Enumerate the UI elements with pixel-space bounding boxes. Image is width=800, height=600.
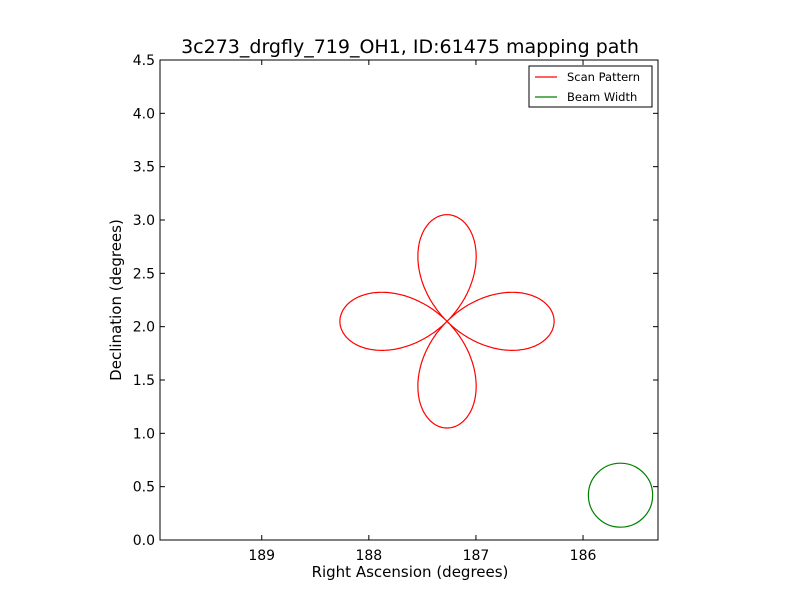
y-tick-label: 3.0 <box>133 213 155 229</box>
legend-label-beam-width: Beam Width <box>567 90 637 104</box>
x-axis-label: Right Ascension (degrees) <box>312 563 509 581</box>
x-tick-label: 186 <box>570 548 597 564</box>
y-tick-label: 2.0 <box>133 320 155 336</box>
y-tick-label: 4.5 <box>133 53 155 69</box>
y-tick-label: 1.5 <box>133 373 155 389</box>
y-axis-ticks: 0.0 0.5 1.0 1.5 2.0 2.5 3.0 3.5 4.0 4.5 <box>133 53 658 549</box>
plot-frame <box>159 59 659 541</box>
y-axis-label: Declination (degrees) <box>107 219 125 381</box>
scan-pattern-line <box>339 214 555 429</box>
y-tick-label: 4.0 <box>133 106 155 122</box>
x-tick-label: 189 <box>248 548 275 564</box>
legend-label-scan-pattern: Scan Pattern <box>567 70 640 84</box>
x-tick-label: 188 <box>355 548 382 564</box>
legend: Scan Pattern Beam Width <box>528 65 653 108</box>
y-tick-label: 0.0 <box>133 533 155 549</box>
y-tick-label: 2.5 <box>133 266 155 282</box>
x-axis-ticks: 189 188 187 186 <box>248 60 596 564</box>
y-tick-label: 0.5 <box>133 480 155 496</box>
beam-width-circle <box>587 462 654 528</box>
chart-title: 3c273_drgfly_719_OH1, ID:61475 mapping p… <box>181 36 639 58</box>
x-tick-label: 187 <box>463 548 490 564</box>
y-tick-label: 1.0 <box>133 426 155 442</box>
plot-area: 189 188 187 186 0.0 0.5 1.0 1.5 2.0 2.5 3.0 3.5 4.0… <box>133 53 659 564</box>
y-tick-label: 3.5 <box>133 160 155 176</box>
legend-box <box>528 65 653 108</box>
